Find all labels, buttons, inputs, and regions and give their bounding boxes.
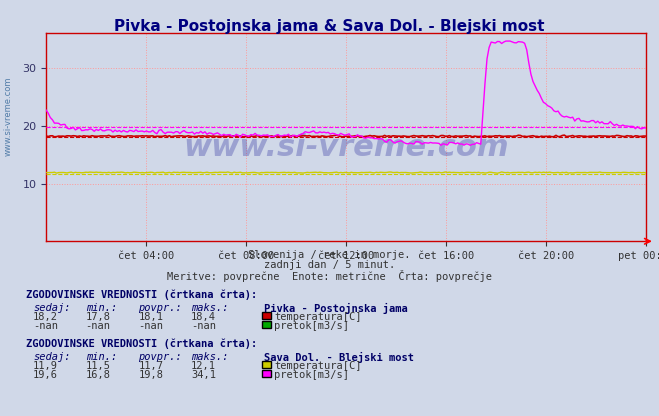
Text: Sava Dol. - Blejski most: Sava Dol. - Blejski most	[264, 352, 414, 363]
Text: 19,8: 19,8	[138, 370, 163, 380]
Text: ZGODOVINSKE VREDNOSTI (črtkana črta):: ZGODOVINSKE VREDNOSTI (črtkana črta):	[26, 289, 258, 300]
Text: 11,9: 11,9	[33, 361, 58, 371]
Text: maks.:: maks.:	[191, 303, 229, 313]
Text: -nan: -nan	[86, 321, 111, 331]
Text: 12,1: 12,1	[191, 361, 216, 371]
Text: maks.:: maks.:	[191, 352, 229, 362]
Text: temperatura[C]: temperatura[C]	[274, 361, 362, 371]
Text: 11,5: 11,5	[86, 361, 111, 371]
Text: min.:: min.:	[86, 352, 117, 362]
Text: 19,6: 19,6	[33, 370, 58, 380]
Text: -nan: -nan	[138, 321, 163, 331]
Text: zadnji dan / 5 minut.: zadnji dan / 5 minut.	[264, 260, 395, 270]
Text: Meritve: povprečne  Enote: metrične  Črta: povprečje: Meritve: povprečne Enote: metrične Črta:…	[167, 270, 492, 282]
Text: 18,4: 18,4	[191, 312, 216, 322]
Text: povpr.:: povpr.:	[138, 303, 182, 313]
Text: -nan: -nan	[33, 321, 58, 331]
Text: povpr.:: povpr.:	[138, 352, 182, 362]
Text: 18,1: 18,1	[138, 312, 163, 322]
Text: sedaj:: sedaj:	[33, 303, 71, 313]
Text: Slovenija / reke in morje.: Slovenija / reke in morje.	[248, 250, 411, 260]
Text: pretok[m3/s]: pretok[m3/s]	[274, 321, 349, 331]
Text: www.si-vreme.com: www.si-vreme.com	[3, 77, 13, 156]
Text: 34,1: 34,1	[191, 370, 216, 380]
Text: 11,7: 11,7	[138, 361, 163, 371]
Text: Pivka - Postojnska jama & Sava Dol. - Blejski most: Pivka - Postojnska jama & Sava Dol. - Bl…	[114, 19, 545, 34]
Text: ZGODOVINSKE VREDNOSTI (črtkana črta):: ZGODOVINSKE VREDNOSTI (črtkana črta):	[26, 338, 258, 349]
Text: www.si-vreme.com: www.si-vreme.com	[183, 133, 509, 162]
Text: -nan: -nan	[191, 321, 216, 331]
Text: pretok[m3/s]: pretok[m3/s]	[274, 370, 349, 380]
Text: Pivka - Postojnska jama: Pivka - Postojnska jama	[264, 303, 407, 314]
Text: 16,8: 16,8	[86, 370, 111, 380]
Text: 18,2: 18,2	[33, 312, 58, 322]
Text: temperatura[C]: temperatura[C]	[274, 312, 362, 322]
Text: min.:: min.:	[86, 303, 117, 313]
Text: 17,8: 17,8	[86, 312, 111, 322]
Text: sedaj:: sedaj:	[33, 352, 71, 362]
